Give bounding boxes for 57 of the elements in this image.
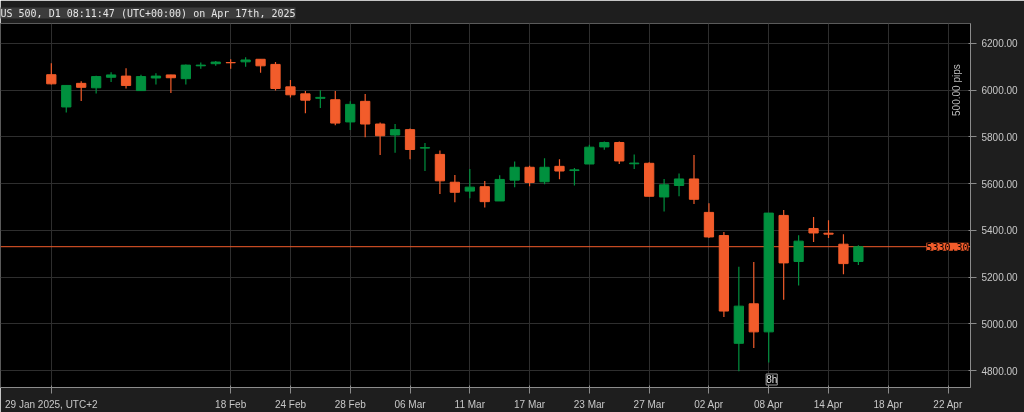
candlestick bbox=[419, 142, 431, 172]
y-tick-label: 6000.00 bbox=[981, 85, 1019, 97]
candlestick bbox=[180, 63, 191, 86]
candlestick bbox=[688, 154, 700, 205]
candlestick bbox=[120, 67, 132, 90]
candlestick bbox=[509, 160, 520, 188]
candlestick bbox=[61, 84, 72, 114]
y-tick-label: 4800.00 bbox=[981, 365, 1019, 377]
x-tick-label: 17 Mar bbox=[514, 398, 546, 410]
x-tick-label: 14 Apr bbox=[813, 398, 844, 410]
candlestick bbox=[673, 172, 685, 197]
x-tick-label: 06 Mar bbox=[394, 398, 427, 410]
x-tick-label: 29 Jan 2025, UTC+2 bbox=[5, 398, 99, 410]
candlestick bbox=[464, 168, 475, 199]
x-tick-label: 27 Mar bbox=[633, 398, 666, 410]
candlestick bbox=[853, 244, 864, 266]
candlestick bbox=[404, 127, 416, 160]
candlestick bbox=[375, 121, 386, 156]
chart-title: US 500, D1 08:11:47 (UTC+00:00) on Apr 17th, 2025 bbox=[0, 7, 296, 19]
candlestick bbox=[360, 93, 371, 138]
candlestick bbox=[554, 158, 565, 180]
candlestick bbox=[165, 74, 177, 94]
y-tick-label: 5000.00 bbox=[981, 318, 1019, 330]
candlestick bbox=[300, 90, 311, 114]
candlestick bbox=[584, 144, 595, 165]
candlestick bbox=[389, 123, 401, 154]
candlestick bbox=[150, 72, 162, 86]
candlestick bbox=[808, 216, 819, 243]
ref-line-label: 5330.30 bbox=[926, 241, 969, 253]
x-tick-label: 11 Mar bbox=[454, 398, 486, 410]
x-tick-label: 02 Apr bbox=[694, 398, 724, 410]
y-tick-label: 5600.00 bbox=[981, 178, 1019, 190]
candlestick bbox=[330, 90, 341, 126]
x-tick-label: 08 Apr bbox=[754, 398, 784, 410]
x-tick-label: 18 Apr bbox=[873, 398, 904, 410]
candlestick bbox=[524, 165, 535, 187]
candlestick bbox=[494, 174, 505, 202]
candlestick bbox=[449, 174, 460, 203]
candlestick bbox=[658, 178, 670, 213]
candlestick bbox=[105, 71, 117, 83]
candlestick bbox=[539, 157, 550, 185]
x-tick-label: 23 Mar bbox=[573, 398, 606, 410]
candlestick bbox=[46, 62, 57, 86]
x-tick-label: 24 Feb bbox=[274, 398, 307, 410]
y-tick-label: 6200.00 bbox=[981, 38, 1019, 50]
candlestick bbox=[76, 80, 87, 102]
candlestick bbox=[793, 234, 804, 287]
candlestick bbox=[479, 180, 490, 209]
annotation: 8h bbox=[766, 374, 778, 385]
y-tick-label: 5800.00 bbox=[981, 131, 1019, 143]
x-tick-label: 18 Feb bbox=[215, 398, 247, 410]
x-tick-label: 22 Apr bbox=[933, 398, 963, 410]
x-tick-label: 28 Feb bbox=[334, 398, 367, 410]
y-tick-label: 5400.00 bbox=[981, 225, 1019, 237]
y-tick-label: 5200.00 bbox=[981, 272, 1019, 284]
candlestick bbox=[345, 100, 356, 131]
annotation: 500.00 pips bbox=[951, 64, 962, 116]
